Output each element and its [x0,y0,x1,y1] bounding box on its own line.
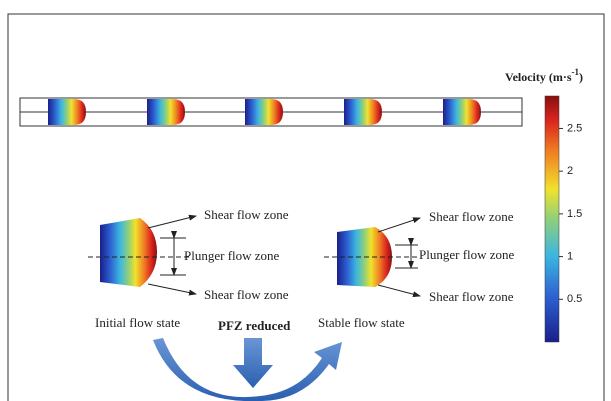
channel [20,98,522,126]
transition-arrows [153,338,342,401]
zone-label: Shear flow zone [204,207,289,222]
stable-state: Shear flow zone Plunger flow zone Shear … [318,209,515,330]
velocity-profile [344,99,382,125]
colorbar-tick-label: 1 [567,250,573,262]
velocity-profile [48,99,86,125]
colorbar-tick-label: 0.5 [567,293,582,305]
colorbar [545,96,559,342]
zone-label: Shear flow zone [429,209,514,224]
figure: Velocity (m·s-1) Shear flow zone Plunger… [0,0,611,401]
velocity-profile [245,99,283,125]
zone-label: Shear flow zone [204,287,289,302]
zone-label: Shear flow zone [429,289,514,304]
caption: Stable flow state [318,315,405,330]
legend-title: Velocity (m·s-1) [505,67,583,84]
colorbar-tick-label: 1.5 [567,208,582,220]
velocity-profile [147,99,185,125]
zone-label: Plunger flow zone [419,247,515,262]
colorbar-tick-label: 2.5 [567,122,582,134]
transition-label: PFZ reduced [218,318,291,333]
velocity-profile [443,99,481,125]
initial-state: Shear flow zone Plunger flow zone Shear … [88,207,289,330]
colorbar-tick-label: 2 [567,165,573,177]
caption: Initial flow state [95,315,180,330]
zone-label: Plunger flow zone [184,248,280,263]
